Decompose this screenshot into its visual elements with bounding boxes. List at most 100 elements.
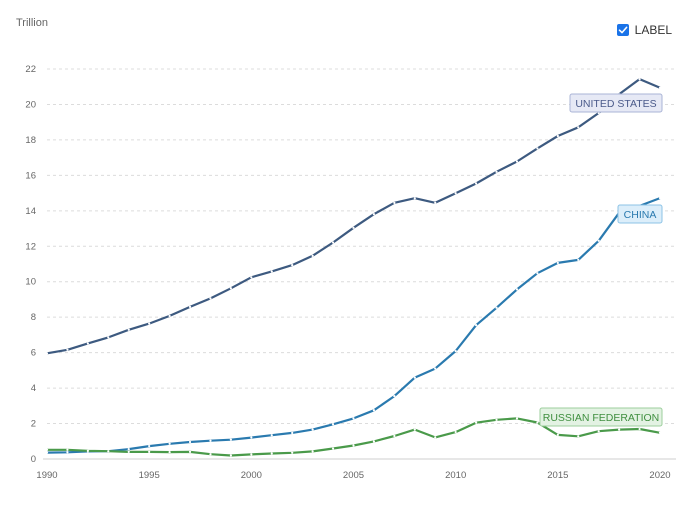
series-label-box <box>539 407 663 427</box>
data-point <box>352 226 355 229</box>
data-point <box>597 239 600 242</box>
data-point <box>331 241 335 244</box>
data-point <box>372 440 376 443</box>
label-checkbox[interactable] <box>616 24 629 36</box>
series-label-text: CHINA <box>624 209 657 221</box>
y-tick-label: 0 <box>31 454 36 465</box>
x-tick-label: 2005 <box>343 470 364 481</box>
unit-label: Trillion <box>16 17 48 29</box>
data-point <box>372 409 376 412</box>
series-label: UNITED STATES <box>569 93 663 113</box>
data-point <box>495 170 498 173</box>
y-tick-label: 18 <box>25 135 36 146</box>
data-point <box>475 182 478 185</box>
data-point <box>188 305 192 308</box>
data-point <box>536 147 539 150</box>
y-tick-label: 8 <box>31 312 36 323</box>
data-point <box>107 450 110 453</box>
data-point <box>372 213 376 216</box>
data-point <box>250 453 253 456</box>
x-tick-label: 1995 <box>139 470 160 481</box>
data-point <box>331 423 335 426</box>
series-label-box <box>617 204 663 224</box>
data-point <box>209 297 212 300</box>
data-point <box>311 450 314 453</box>
check-icon <box>618 26 628 34</box>
data-point <box>168 314 171 318</box>
data-point <box>475 421 478 424</box>
data-point <box>638 427 641 431</box>
x-tick-label: 1990 <box>36 470 57 481</box>
data-point <box>454 192 457 195</box>
y-tick-label: 22 <box>25 64 36 75</box>
data-point <box>556 261 559 265</box>
data-point <box>577 126 580 129</box>
data-point <box>352 417 355 420</box>
data-point <box>577 258 580 262</box>
data-point <box>66 451 69 454</box>
data-point <box>638 78 641 81</box>
series-line <box>46 77 661 355</box>
data-point <box>658 196 662 200</box>
y-tick-label: 16 <box>25 170 36 181</box>
y-tick-label: 2 <box>31 419 36 430</box>
data-point <box>270 434 273 437</box>
y-tick-label: 10 <box>25 277 36 288</box>
data-point <box>475 324 478 327</box>
data-point <box>556 134 559 138</box>
data-point <box>291 431 294 435</box>
data-point <box>45 352 49 355</box>
data-point <box>291 451 294 454</box>
data-point <box>658 86 662 89</box>
data-point <box>250 436 253 439</box>
data-point <box>107 336 110 339</box>
data-point <box>434 436 437 439</box>
data-point <box>270 270 273 273</box>
x-tick-label: 2000 <box>241 470 262 481</box>
data-point <box>454 349 457 353</box>
data-point <box>331 447 335 450</box>
data-point <box>127 447 130 451</box>
data-point <box>311 428 314 431</box>
series-label: CHINA <box>617 204 663 224</box>
y-tick-label: 12 <box>25 241 36 252</box>
data-point <box>148 444 151 448</box>
data-point <box>168 442 171 445</box>
data-point <box>352 444 355 447</box>
data-point <box>618 428 621 431</box>
data-point <box>434 201 437 204</box>
y-tick-label: 14 <box>25 206 36 217</box>
data-point <box>556 433 559 436</box>
data-point <box>393 394 396 398</box>
data-point <box>658 431 662 434</box>
data-point <box>127 328 130 331</box>
data-point <box>536 421 539 424</box>
data-point <box>188 450 192 454</box>
y-tick-label: 20 <box>25 99 36 110</box>
data-point <box>229 287 232 290</box>
series-label-text: RUSSIAN FEDERATION <box>543 412 659 424</box>
data-point <box>66 448 69 451</box>
data-point <box>495 418 498 421</box>
data-point <box>454 430 457 434</box>
data-point <box>515 288 519 291</box>
data-point <box>413 197 416 200</box>
data-point <box>168 450 171 454</box>
data-point <box>229 454 232 457</box>
data-point <box>393 201 396 204</box>
data-point <box>393 434 396 438</box>
data-point <box>45 451 49 454</box>
data-point <box>291 263 294 267</box>
label-toggle[interactable]: LABEL <box>616 23 672 37</box>
data-point <box>413 376 416 379</box>
data-point <box>434 367 437 370</box>
x-tick-label: 2010 <box>445 470 466 481</box>
data-point <box>515 160 519 163</box>
data-point <box>311 254 314 257</box>
label-toggle-text: LABEL <box>634 23 672 37</box>
data-point <box>495 306 498 309</box>
x-tick-label: 2015 <box>547 470 568 481</box>
series-label-box <box>569 93 663 113</box>
